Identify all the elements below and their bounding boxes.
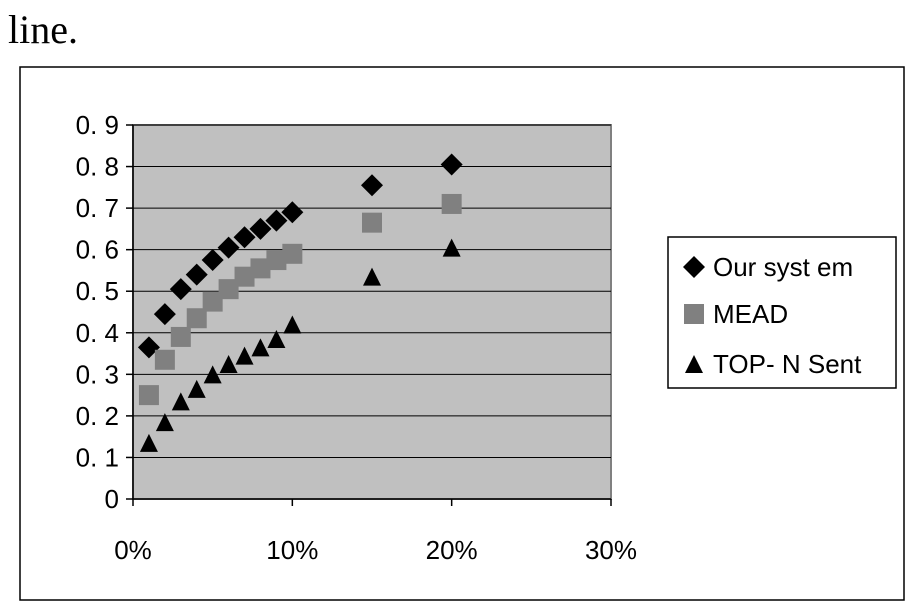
data-point-series-1 <box>249 217 272 240</box>
legend: Our syst em MEAD TOP- N Sent <box>667 236 897 389</box>
y-tick-label: 0. 1 <box>76 442 119 472</box>
data-point-series-1 <box>201 249 224 272</box>
data-points <box>137 153 463 452</box>
y-tick-label: 0. 7 <box>76 193 119 223</box>
data-point-series-2 <box>362 212 382 233</box>
data-point-series-1 <box>137 336 160 359</box>
data-point-series-2 <box>202 291 223 312</box>
y-tick-labels: 0 0. 1 0. 2 0. 3 0. 4 0. 5 0. 6 0. 7 0. 8 0. 9 <box>76 110 119 514</box>
data-point-series-3 <box>251 338 270 357</box>
data-point-series-2 <box>154 349 175 370</box>
legend-marker-series-2 <box>684 304 704 324</box>
data-point-series-3 <box>235 346 254 365</box>
data-point-series-1 <box>440 153 463 176</box>
y-tick-label: 0. 6 <box>76 235 119 265</box>
y-tick-label: 0. 5 <box>76 276 119 306</box>
legend-marker-series-3 <box>685 355 703 373</box>
data-point-series-2 <box>218 279 239 300</box>
data-point-series-3 <box>155 413 174 432</box>
legend-box <box>667 236 897 389</box>
data-point-series-1 <box>281 201 304 224</box>
x-tick-labels: 0% 10% 20% 30% <box>114 535 637 565</box>
data-point-series-3 <box>363 267 381 286</box>
y-tick-label: 0. 4 <box>76 318 119 348</box>
data-point-series-3 <box>139 433 158 452</box>
data-point-series-3 <box>442 238 461 257</box>
y-tick-label: 0 <box>105 484 119 514</box>
page-text: line. <box>8 7 78 52</box>
data-point-series-2 <box>266 250 287 271</box>
data-point-series-1 <box>185 263 208 286</box>
legend-label-series-2: MEAD <box>713 299 788 329</box>
data-point-series-2 <box>234 266 255 287</box>
data-point-series-3 <box>283 315 302 334</box>
y-tick-label: 0. 9 <box>76 110 119 140</box>
data-point-series-3 <box>187 379 206 398</box>
data-point-series-2 <box>186 308 207 329</box>
data-point-series-1 <box>153 303 176 326</box>
data-point-series-2 <box>441 193 462 214</box>
x-tick-label: 0% <box>114 535 152 565</box>
data-point-series-2 <box>282 243 303 264</box>
data-point-series-1 <box>265 209 288 232</box>
x-tick-label: 20% <box>426 535 478 565</box>
legend-label-series-1: Our syst em <box>713 252 853 282</box>
data-point-series-2 <box>250 258 271 279</box>
y-tick-label: 0. 2 <box>76 401 119 431</box>
data-point-series-3 <box>267 330 286 349</box>
data-point-series-1 <box>361 174 383 197</box>
data-point-series-1 <box>233 226 256 249</box>
y-tick-label: 0. 8 <box>76 152 119 182</box>
data-point-series-2 <box>170 326 191 347</box>
data-point-series-3 <box>203 365 222 384</box>
x-tick-label: 30% <box>585 535 637 565</box>
data-point-series-3 <box>219 354 238 373</box>
legend-marker-series-1 <box>683 256 705 278</box>
data-point-series-3 <box>171 392 190 411</box>
data-point-series-1 <box>217 236 240 259</box>
data-point-series-1 <box>169 278 192 301</box>
x-tick-label: 10% <box>266 535 318 565</box>
y-tick-label: 0. 3 <box>76 359 119 389</box>
data-point-series-2 <box>138 385 159 406</box>
legend-label-series-3: TOP- N Sent <box>713 349 862 379</box>
axis-ticks <box>126 124 612 506</box>
